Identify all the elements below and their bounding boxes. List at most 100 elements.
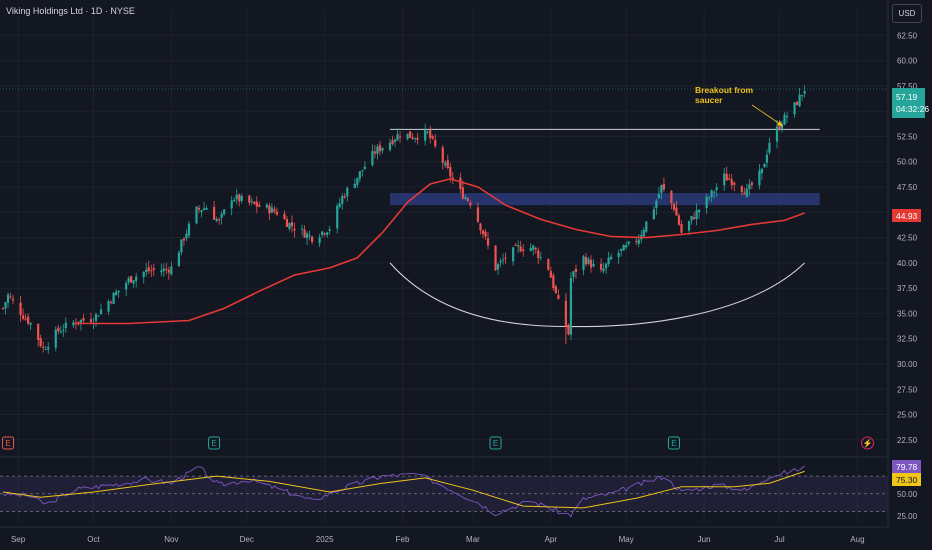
candle-body [177,252,181,267]
candle-body [275,211,279,215]
breakout-annotation: Breakout from saucer [695,85,784,127]
price-tick-label: 22.50 [897,436,918,445]
earnings-event-icon[interactable]: E [208,436,221,450]
candle-body [549,270,552,278]
candle-body [429,130,432,139]
candle-body [567,324,570,335]
candle-body [780,124,784,129]
candle-body [233,199,236,202]
candle-body [534,248,537,250]
candle-body [409,131,412,138]
time-tick-label: May [619,535,634,544]
candle-body [725,173,728,181]
candle-body [147,267,150,272]
candle-body [582,256,585,270]
time-tick-label: Jun [698,535,711,544]
candle-body [677,215,681,225]
candle-body [662,183,666,190]
time-tick-label: Apr [545,535,558,544]
earnings-event-icon[interactable]: E [2,436,15,450]
candle-body [758,170,761,186]
candle-body [321,231,324,236]
candle-body [356,177,359,185]
candle-body [94,314,98,321]
candle-body [675,207,678,216]
candle-body [187,223,191,236]
candle-body [373,151,377,154]
candle-body [135,276,138,281]
candle-body [89,319,93,323]
earnings-event-label: E [493,439,498,448]
candle-body [212,206,216,220]
candle-body [803,91,806,94]
candle-body [300,228,304,230]
candle-body [406,133,409,140]
candle-body [690,216,693,221]
candle-body [170,266,173,275]
candle-body [670,190,673,203]
candle-body [288,222,291,229]
candle-body [748,184,751,190]
time-axis[interactable]: Sep Oct Nov Dec 2025 Feb Mar Apr May Jun Jul Aug [0,526,888,544]
candle-body [197,207,201,210]
earnings-event-box [2,436,15,450]
last-price-value: 57.19 [896,92,918,102]
candle-body [552,275,555,289]
candle-body [293,228,296,231]
candle-body [182,238,186,241]
candle-body [795,101,799,105]
candle-body [24,318,27,320]
candle-body [705,196,708,209]
candle-body [1,308,5,310]
candle-body [74,322,77,325]
candle-body [9,296,12,298]
candle-body [416,137,419,140]
support-zone-rect [389,193,820,206]
candle-body [152,268,155,271]
candle-body [793,102,796,115]
candle-body [162,268,165,272]
candle-body [449,166,452,177]
candle-body [343,196,346,198]
candle-body [218,219,221,221]
annotation-arrow [751,104,784,127]
price-tick-label: 42.50 [897,234,918,243]
candle-body [441,147,444,164]
candle-body [574,269,578,272]
price-tick-label: 37.50 [897,284,918,293]
candle-body [486,238,490,246]
candle-body [361,170,364,172]
earnings-event-icon[interactable]: E [489,436,502,450]
currency-button[interactable]: USD [892,4,922,23]
candle-body [587,258,590,264]
candle-body [660,185,663,194]
time-tick-label: Dec [240,535,254,544]
candle-body [801,95,804,97]
time-tick-label: Mar [466,535,480,544]
candle-body [451,177,454,179]
candle-body [411,137,414,139]
candle-body [514,244,517,246]
candle-body [620,248,623,251]
candle-body [529,247,532,251]
upcoming-event-icon[interactable]: ⚡ [860,436,874,450]
candle-body [323,233,326,235]
event-markers[interactable]: E E E E ⚡ [2,436,874,450]
earnings-event-label: E [5,439,10,448]
candle-body [775,126,779,142]
candle-body [494,245,497,271]
candle-body [230,200,233,209]
rsi-pane [0,456,888,518]
candle-body [145,269,148,272]
annotation-line-1: Breakout from [695,85,754,95]
earnings-event-icon[interactable]: E [667,436,680,450]
candle-body [592,263,595,267]
candle-body [59,331,62,333]
candle-body [622,245,625,251]
candle-body [64,322,67,329]
candle-body [328,229,331,231]
candle-body [610,256,613,259]
earnings-event-label: E [671,439,676,448]
